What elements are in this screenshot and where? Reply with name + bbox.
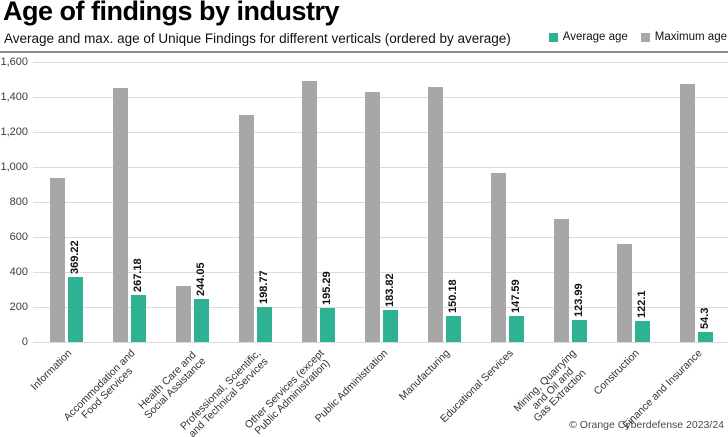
bar-average-age xyxy=(257,307,272,342)
y-tick-label: 1,200 xyxy=(0,125,28,138)
bar-average-age xyxy=(320,307,335,342)
bar-value-label: 244.05 xyxy=(194,262,207,297)
bar-average-age xyxy=(509,316,524,342)
bar-maximum-age xyxy=(617,244,632,342)
legend-swatch-maximum-icon xyxy=(640,32,650,42)
category-label: Construction xyxy=(591,347,642,398)
bar-average-age xyxy=(383,309,398,342)
legend-item-average-age: Average age xyxy=(548,31,628,43)
bar-average-age xyxy=(635,320,650,342)
bar-maximum-age xyxy=(680,83,695,342)
y-tick-label: 1,400 xyxy=(0,90,28,103)
bar-average-age xyxy=(572,320,587,342)
header-divider xyxy=(0,51,728,53)
legend: Average age Maximum age xyxy=(548,31,727,43)
bar-average-age xyxy=(194,299,209,342)
bar-value-label: 198.77 xyxy=(257,270,270,305)
bar-maximum-age xyxy=(50,177,65,342)
y-tick-label: 800 xyxy=(9,195,28,208)
bar-maximum-age xyxy=(239,114,254,342)
legend-item-maximum-age: Maximum age xyxy=(640,31,727,43)
gridline xyxy=(33,61,728,63)
y-tick-label: 1,000 xyxy=(0,160,28,173)
legend-label-average: Average age xyxy=(562,31,628,43)
bar-maximum-age xyxy=(113,88,128,342)
bar-average-age xyxy=(68,277,83,342)
bar-maximum-age xyxy=(176,286,191,342)
legend-label-maximum: Maximum age xyxy=(654,31,727,43)
bar-maximum-age xyxy=(491,173,506,342)
gridline xyxy=(33,341,728,343)
bar-value-label: 122.1 xyxy=(635,290,648,318)
bar-value-label: 195.29 xyxy=(320,271,333,305)
gridline xyxy=(33,236,728,238)
bar-maximum-age xyxy=(428,86,443,342)
category-label: Manufacturing xyxy=(397,347,453,403)
bar-value-label: 54.3 xyxy=(698,308,711,330)
category-label: Educational Services xyxy=(437,347,516,426)
y-tick-label: 600 xyxy=(9,230,28,243)
gridline xyxy=(33,271,728,273)
gridline xyxy=(33,131,728,133)
legend-swatch-average-icon xyxy=(548,32,558,42)
category-label: Mining, Quarrying and Oil and Gas Extrac… xyxy=(511,347,589,425)
bar-value-label: 150.18 xyxy=(446,279,459,313)
chart-subtitle: Average and max. age of Unique Findings … xyxy=(4,31,511,46)
bar-average-age xyxy=(131,295,146,342)
y-tick-label: 1,600 xyxy=(0,55,28,68)
bar-maximum-age xyxy=(302,81,317,342)
y-tick-label: 400 xyxy=(9,265,28,278)
bar-maximum-age xyxy=(365,91,380,342)
bar-average-age xyxy=(698,332,713,342)
gridline xyxy=(33,306,728,308)
bar-value-label: 183.82 xyxy=(383,273,396,307)
bar-maximum-age xyxy=(554,218,569,342)
bar-value-label: 147.59 xyxy=(509,279,522,314)
category-label: Information xyxy=(29,347,75,393)
page-title: Age of findings by industry xyxy=(3,0,340,26)
copyright: © Orange Cyberdefense 2023/24 xyxy=(569,419,724,431)
gridline xyxy=(33,201,728,203)
bar-value-label: 369.22 xyxy=(68,240,81,275)
category-label: Accommodation and Food Services xyxy=(61,347,138,424)
y-tick-label: 200 xyxy=(9,300,28,313)
gridline xyxy=(33,166,728,168)
bar-average-age xyxy=(446,315,461,342)
bar-value-label: 123.99 xyxy=(572,283,585,318)
gridline xyxy=(33,96,728,98)
bar-value-label: 267.18 xyxy=(131,258,144,293)
y-tick-label: 0 xyxy=(21,335,28,348)
